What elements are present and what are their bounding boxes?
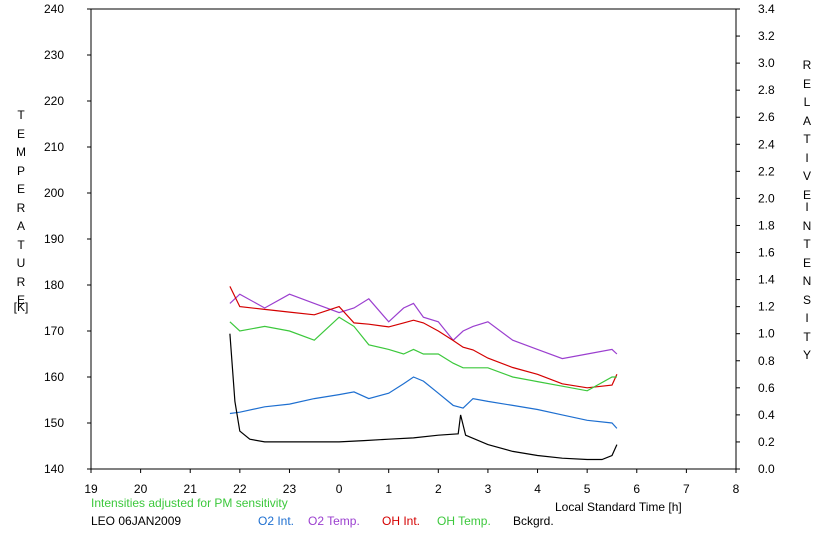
series-line-o2-temp (229, 293, 618, 360)
y-left-tick-label: 170 (44, 324, 64, 338)
y-right-tick-label: 0.4 (758, 408, 775, 422)
legend-o2-temp: O2 Temp. (308, 514, 360, 528)
sensitivity-note: Intensities adjusted for PM sensitivity (91, 496, 288, 510)
y-right-tick-label: 1.8 (758, 218, 775, 232)
y-right-tick-label: 2.4 (758, 137, 775, 151)
y-right-title-letter: E (802, 187, 811, 202)
y-right-title-letter: I (805, 150, 809, 165)
y-right-title-letter: E (802, 76, 811, 91)
x-tick-label: 21 (184, 482, 198, 496)
y-right-tick-label: 1.0 (758, 327, 775, 341)
y-right-title-letter: S (802, 292, 811, 307)
x-tick-label: 2 (435, 482, 442, 496)
legend-bckgrd: Bckgrd. (513, 514, 554, 528)
legend-oh-temp: OH Temp. (437, 514, 491, 528)
plot-frame (90, 8, 737, 470)
x-tick-label: 6 (633, 482, 640, 496)
x-tick-label: 19 (84, 482, 98, 496)
y-right-title-letter: N (802, 274, 812, 288)
legend-o2-int: O2 Int. (258, 514, 295, 528)
series-line-oh-int (229, 286, 618, 389)
x-tick-label: 0 (336, 482, 343, 496)
y-right-title-letter: N (802, 218, 812, 233)
y-left-unit: [K] (13, 300, 29, 314)
y-right-tick-label: 2.0 (758, 191, 775, 205)
y-right-tick-label: 0.2 (758, 435, 775, 449)
y-right-tick-label: 3.2 (758, 29, 775, 43)
y-left-title-letter: E (16, 293, 25, 307)
y-right-tick-label: 3.4 (758, 2, 775, 16)
y-left-tick-label: 180 (44, 278, 64, 292)
y-right-title-letter: L (803, 95, 811, 109)
y-left-tick-label: 190 (44, 232, 64, 246)
y-left-title-letter: M (16, 145, 26, 159)
x-tick-label: 23 (283, 482, 297, 496)
y-right-tick-label: 2.8 (758, 83, 775, 97)
y-right-tick-label: 1.4 (758, 273, 775, 287)
y-right-title-letter: A (802, 113, 811, 128)
site-date-label: LEO 06JAN2009 (91, 514, 182, 528)
y-left-tick-label: 160 (44, 370, 64, 384)
legend-oh-int: OH Int. (382, 514, 421, 528)
y-right-title-letter: T (803, 132, 811, 146)
y-left-title-letter: U (16, 256, 26, 270)
series-line-bckgrd (229, 333, 618, 461)
y-left-title-letter: E (16, 126, 25, 141)
series-line-o2-int (229, 376, 618, 429)
y-right-title-letter: T (803, 237, 811, 251)
x-axis-label: Local Standard Time [h] (555, 500, 682, 514)
y-right-title-letter: R (802, 58, 812, 72)
y-right-tick-label: 0.8 (758, 354, 775, 368)
x-tick-label: 4 (534, 482, 541, 496)
y-right-title-letter: E (802, 255, 811, 270)
y-right-tick-label: 1.6 (758, 246, 775, 260)
y-left-tick-label: 230 (44, 48, 64, 62)
y-left-title-letter: R (16, 200, 26, 215)
y-left-title-letter: R (16, 274, 26, 289)
series-line-oh-temp (229, 316, 617, 392)
y-left-tick-label: 150 (44, 416, 64, 430)
y-right-tick-label: 2.2 (758, 164, 775, 178)
x-tick-label: 3 (485, 482, 492, 496)
y-right-tick-label: 0.0 (758, 462, 775, 476)
y-left-title-letter: P (16, 163, 25, 178)
y-right-tick-label: 3.0 (758, 56, 775, 70)
x-tick-label: 8 (733, 482, 740, 496)
y-left-title-letter: A (16, 219, 25, 233)
y-right-tick-label: 0.6 (758, 381, 775, 395)
y-right-tick-label: 2.6 (758, 110, 775, 124)
y-right-title-letter: I (805, 311, 809, 325)
y-right-tick-label: 1.2 (758, 300, 775, 314)
y-left-tick-label: 240 (44, 2, 64, 16)
y-right-title-letter: Y (802, 348, 811, 362)
y-right-title-letter: V (802, 169, 811, 183)
x-tick-label: 5 (584, 482, 591, 496)
x-tick-label: 1 (385, 482, 392, 496)
x-tick-label: 7 (683, 482, 690, 496)
y-right-title-letter: I (805, 200, 809, 214)
x-tick-label: 20 (134, 482, 148, 496)
y-left-title-letter: T (17, 108, 25, 122)
y-left-title-letter: T (17, 237, 25, 252)
y-left-tick-label: 200 (44, 186, 64, 200)
y-left-tick-label: 140 (44, 462, 64, 476)
y-left-tick-label: 220 (44, 94, 64, 108)
y-left-tick-label: 210 (44, 140, 64, 154)
y-right-title-letter: T (803, 329, 811, 344)
x-tick-label: 22 (233, 482, 247, 496)
y-left-title-letter: E (16, 182, 25, 196)
